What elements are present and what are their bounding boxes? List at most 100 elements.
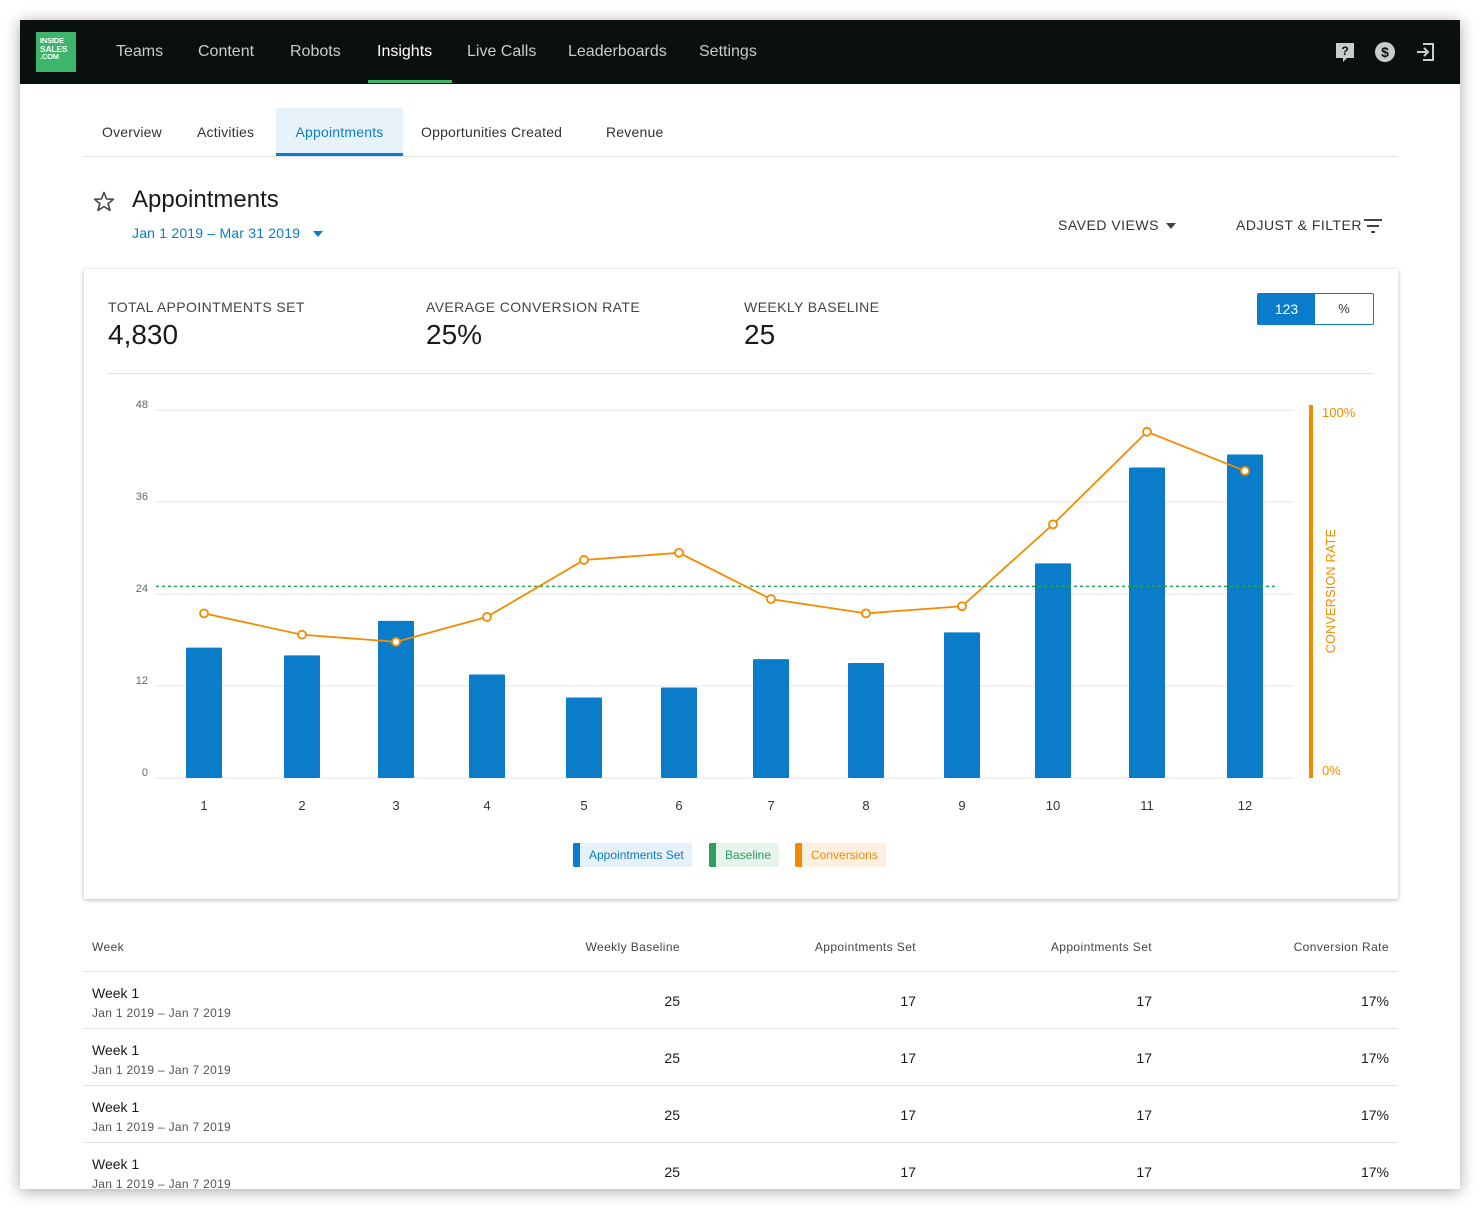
saved-views-button[interactable]: SAVED VIEWS <box>1058 217 1159 233</box>
x-axis-tick-label: 10 <box>1046 798 1060 813</box>
adjust-filter-button[interactable]: ADJUST & FILTER <box>1236 217 1363 233</box>
nav-item-leaderboards[interactable]: Leaderboards <box>568 43 667 60</box>
nav-item-live-calls[interactable]: Live Calls <box>467 43 537 60</box>
cell-weekly-baseline: 25 <box>664 1107 680 1123</box>
table-header-appointments-set[interactable]: Appointments Set <box>814 940 916 954</box>
bar <box>1035 563 1071 778</box>
legend-conversions[interactable]: Conversions <box>795 843 886 867</box>
cell-conversion-rate: 17% <box>1360 1050 1389 1066</box>
table-row[interactable]: Week 1 Jan 1 2019 – Jan 7 2019 25 17 17 17% <box>84 971 1398 1028</box>
logo-text-top: INSIDE <box>40 36 64 45</box>
nav-item-teams[interactable]: Teams <box>116 43 164 60</box>
week-date-range: Jan 1 2019 – Jan 7 2019 <box>92 1120 232 1134</box>
legend-label: Baseline <box>725 848 772 862</box>
table-header-appointments-set-2[interactable]: Appointments Set <box>1050 940 1152 954</box>
x-axis-tick-label: 2 <box>298 798 305 813</box>
bar <box>378 620 414 778</box>
tab-activities[interactable]: Activities <box>197 124 255 140</box>
date-range-selector[interactable]: Jan 1 2019 – Mar 31 2019 <box>132 225 301 241</box>
table-header-week[interactable]: Week <box>92 940 125 954</box>
conversions-point <box>957 601 967 612</box>
week-label: Week 1 <box>92 1042 140 1058</box>
legend-swatch <box>795 843 802 867</box>
tab-overview[interactable]: Overview <box>102 124 162 140</box>
chevron-down-icon[interactable] <box>1165 222 1177 230</box>
table-row[interactable]: Week 1 Jan 1 2019 – Jan 7 2019 25 17 17 17% <box>84 1142 1398 1189</box>
y-axis-tick-label: 36 <box>136 491 148 503</box>
conversions-point <box>482 612 492 622</box>
week-date-range: Jan 1 2019 – Jan 7 2019 <box>92 1177 232 1189</box>
tab-revenue[interactable]: Revenue <box>606 124 664 140</box>
x-axis-tick-label: 3 <box>392 798 399 813</box>
conversions-point <box>297 629 307 640</box>
week-date-range: Jan 1 2019 – Jan 7 2019 <box>92 1006 232 1020</box>
cell-appointments-set-2: 17 <box>1136 1164 1152 1180</box>
conversions-point <box>1142 426 1152 437</box>
cell-conversion-rate: 17% <box>1360 993 1389 1009</box>
legend-swatch <box>709 843 716 867</box>
kpi-value-weekly-baseline: 25 <box>744 319 776 350</box>
display-mode-toggle: 123 % <box>1257 293 1374 325</box>
logout-icon[interactable] <box>1414 41 1436 63</box>
conversions-point <box>199 608 209 619</box>
conversions-point <box>1240 466 1250 476</box>
cell-appointments-set: 17 <box>900 1164 916 1180</box>
nav-item-content[interactable]: Content <box>198 43 255 60</box>
favorite-star-icon[interactable] <box>92 190 116 214</box>
chevron-down-icon[interactable] <box>312 230 324 238</box>
filter-icon[interactable] <box>1363 217 1383 235</box>
right-axis-tick-label: 0% <box>1322 763 1341 778</box>
nav-active-indicator <box>368 80 452 83</box>
kpi-value-total-appointments: 4,830 <box>108 319 179 350</box>
bar <box>566 697 602 778</box>
dollar-icon[interactable]: $ <box>1374 41 1396 63</box>
table-header-weekly-baseline[interactable]: Weekly Baseline <box>585 940 680 954</box>
nav-item-settings[interactable]: Settings <box>699 43 757 60</box>
tab-opportunities-created[interactable]: Opportunities Created <box>421 124 563 140</box>
right-axis-title: CONVERSION RATE <box>1324 529 1338 653</box>
conversions-point <box>861 608 871 619</box>
help-icon[interactable]: ? <box>1334 41 1356 63</box>
kpi-label-average-conversion: AVERAGE CONVERSION RATE <box>426 299 641 315</box>
appointments-chart-card: TOTAL APPOINTMENTS SET 4,830 AVERAGE CON… <box>84 269 1398 899</box>
kpi-label-total-appointments: TOTAL APPOINTMENTS SET <box>108 299 305 315</box>
toggle-percent-button[interactable]: % <box>1338 301 1350 316</box>
cell-appointments-set-2: 17 <box>1136 1107 1152 1123</box>
right-axis-tick-label: 100% <box>1322 405 1356 420</box>
svg-text:$: $ <box>1381 44 1389 60</box>
cell-appointments-set: 17 <box>900 1050 916 1066</box>
kpi-divider <box>108 373 1374 374</box>
bar <box>469 674 505 778</box>
cell-weekly-baseline: 25 <box>664 1050 680 1066</box>
legend-appointments-set[interactable]: Appointments Set <box>573 843 692 867</box>
legend-label: Conversions <box>811 848 878 862</box>
week-date-range: Jan 1 2019 – Jan 7 2019 <box>92 1063 232 1077</box>
cell-appointments-set-2: 17 <box>1136 1050 1152 1066</box>
x-axis-tick-label: 1 <box>200 798 207 813</box>
x-axis-tick-label: 4 <box>483 798 490 813</box>
y-axis-tick-label: 24 <box>136 583 148 595</box>
week-label: Week 1 <box>92 985 140 1001</box>
conversions-point <box>766 594 776 605</box>
x-axis-tick-label: 9 <box>958 798 965 813</box>
x-axis-tick-label: 6 <box>675 798 682 813</box>
legend-baseline[interactable]: Baseline <box>709 843 780 867</box>
table-row[interactable]: Week 1 Jan 1 2019 – Jan 7 2019 25 17 17 17% <box>84 1085 1398 1142</box>
x-axis-tick-label: 7 <box>767 798 774 813</box>
page-title: Appointments <box>132 186 279 213</box>
cell-appointments-set-2: 17 <box>1136 993 1152 1009</box>
conversions-point <box>1048 519 1058 530</box>
toggle-count-button[interactable]: 123 <box>1258 294 1315 324</box>
kpi-value-average-conversion: 25% <box>426 319 483 350</box>
tab-active-indicator <box>276 153 403 156</box>
table-row[interactable]: Week 1 Jan 1 2019 – Jan 7 2019 25 17 17 17% <box>84 1028 1398 1085</box>
tab-appointments[interactable]: Appointments <box>276 108 403 156</box>
cell-conversion-rate: 17% <box>1360 1107 1389 1123</box>
conversions-line <box>203 430 1246 643</box>
nav-item-robots[interactable]: Robots <box>290 43 341 60</box>
insidesales-logo[interactable]: INSIDE SALES .COM <box>36 32 76 72</box>
table-header-conversion-rate[interactable]: Conversion Rate <box>1293 940 1389 954</box>
nav-item-insights[interactable]: Insights <box>377 43 433 60</box>
legend-label: Appointments Set <box>589 848 684 862</box>
legend-swatch <box>573 843 580 867</box>
